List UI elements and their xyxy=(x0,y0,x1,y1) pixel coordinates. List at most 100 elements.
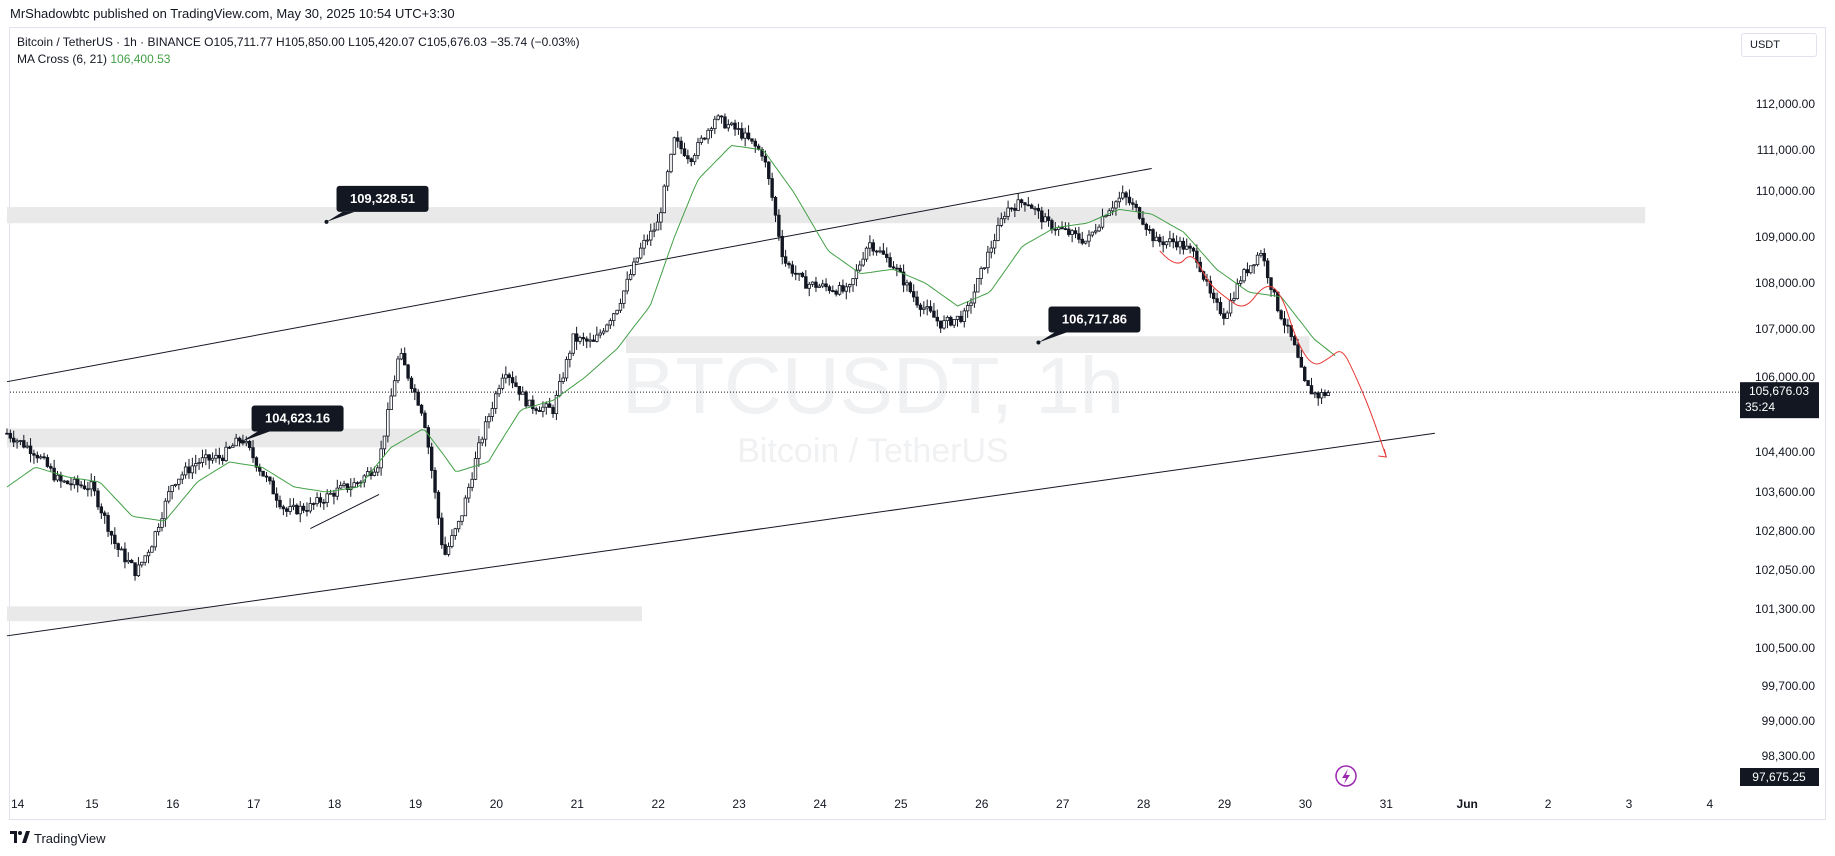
candle-down xyxy=(8,432,13,439)
candle-up xyxy=(982,267,987,270)
candle-up xyxy=(153,531,157,548)
candle-down xyxy=(28,445,33,455)
trend-lines xyxy=(6,167,1435,637)
price-callout: 104,623.16 xyxy=(239,405,344,444)
candle-down xyxy=(413,388,417,393)
candle-up xyxy=(1259,252,1263,256)
candle-up xyxy=(665,171,670,187)
candle-up xyxy=(1083,240,1088,244)
candle-down xyxy=(794,272,798,275)
candle-up xyxy=(167,491,171,502)
candle-up xyxy=(483,421,488,440)
candle-up xyxy=(480,438,484,444)
candle-down xyxy=(1222,313,1226,319)
trend-line xyxy=(310,493,380,530)
candle-up xyxy=(1255,254,1260,266)
candle-down xyxy=(719,115,724,118)
candle-down xyxy=(247,440,252,449)
candle-down xyxy=(1009,207,1014,210)
candle-down xyxy=(928,306,933,312)
candle-up xyxy=(527,399,532,407)
x-tick-label: 19 xyxy=(409,797,423,811)
tradingview-brand-text: TradingView xyxy=(34,830,106,846)
candle-down xyxy=(703,137,707,140)
candle-down xyxy=(841,285,845,292)
candle-down xyxy=(416,391,420,406)
candle-down xyxy=(514,382,518,387)
trend-line xyxy=(6,167,1152,383)
candle-up xyxy=(868,242,872,249)
candle-up xyxy=(649,230,653,241)
symbol-watermark: BTCUSDT, 1h Bitcoin / TetherUS xyxy=(622,341,1124,470)
lightning-icon[interactable] xyxy=(1335,765,1357,787)
candle-up xyxy=(817,285,822,288)
candle-up xyxy=(965,305,970,312)
candle-down xyxy=(133,562,137,577)
candle-up xyxy=(642,240,646,249)
currency-button[interactable]: USDT xyxy=(1741,33,1817,57)
candle-down xyxy=(581,337,586,340)
candle-up xyxy=(1087,234,1091,242)
x-tick-label: 16 xyxy=(166,797,180,811)
candle-up xyxy=(608,320,613,326)
candle-down xyxy=(1063,228,1068,231)
candle-up xyxy=(672,137,677,155)
candle-up xyxy=(807,283,811,289)
candle-up xyxy=(878,250,882,253)
candle-up xyxy=(1097,226,1101,232)
candle-up xyxy=(1178,240,1182,248)
callout-label: 109,328.51 xyxy=(350,191,415,206)
candle-down xyxy=(109,531,114,536)
candle-down xyxy=(517,386,522,395)
candle-down xyxy=(1013,207,1017,211)
candle-up xyxy=(925,306,929,309)
candle-down xyxy=(763,155,768,163)
candle-up xyxy=(1326,392,1331,396)
candle-up xyxy=(1006,207,1010,217)
candle-down xyxy=(1174,241,1179,248)
candle-up xyxy=(25,445,29,448)
candle-up xyxy=(460,515,464,522)
low-marker-tag: 97,675.25 xyxy=(1740,768,1819,786)
candle-up xyxy=(588,339,592,342)
trend-line xyxy=(6,432,1435,637)
candle-down xyxy=(65,480,70,485)
candle-down xyxy=(274,493,279,501)
candle-up xyxy=(291,504,296,507)
candle-down xyxy=(1292,336,1297,346)
candle-down xyxy=(787,262,791,266)
candle-down xyxy=(345,483,350,490)
candle-down xyxy=(406,364,410,379)
time-axis[interactable]: 14 15 16 17 18 19 20 21 22 23 24 25 26 27 28 29 30 31 Jun 2… xyxy=(11,797,1714,811)
forecast-arrow-head xyxy=(1378,448,1387,458)
candle-down xyxy=(1067,228,1071,235)
candle-down xyxy=(507,374,511,378)
candle-down xyxy=(419,404,424,414)
tradingview-brand[interactable]: TradingView xyxy=(10,830,106,846)
candle-up xyxy=(140,561,144,566)
candle-up xyxy=(126,559,131,563)
candle-up xyxy=(389,395,393,410)
candle-down xyxy=(777,214,781,237)
candle-up xyxy=(1003,215,1007,220)
candle-down xyxy=(1195,250,1199,263)
candle-down xyxy=(783,256,788,264)
candle-up xyxy=(298,505,302,515)
candle-down xyxy=(1316,392,1320,399)
candle-down xyxy=(96,490,100,508)
price-axis[interactable]: 112,000.00 111,000.00 110,000.00 109,000.00… xyxy=(1755,97,1815,763)
candle-down xyxy=(1073,230,1078,235)
candle-down xyxy=(895,267,899,270)
candle-up xyxy=(18,440,23,442)
candle-up xyxy=(453,528,457,536)
watermark-symbol: BTCUSDT, 1h xyxy=(622,341,1124,430)
candle-up xyxy=(612,313,616,322)
candle-up xyxy=(726,124,731,129)
chart-legend: Bitcoin / TetherUS · 1h · BINANCE O105,7… xyxy=(17,34,580,68)
candle-up xyxy=(706,129,710,140)
candle-up xyxy=(1313,392,1317,395)
candle-up xyxy=(200,457,205,463)
price-callout: 106,717.86 xyxy=(1036,306,1141,345)
candle-up xyxy=(376,467,380,473)
